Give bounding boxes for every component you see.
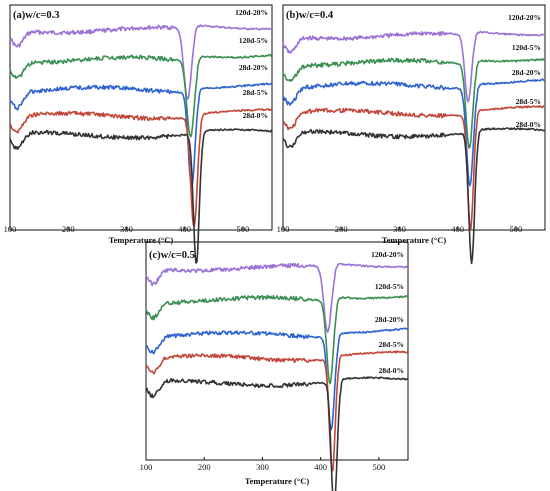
panel-0-series-label-28d-0%: 28d-0% — [243, 111, 268, 120]
panel-2-series-28d-5% — [145, 350, 409, 472]
panel-1-xtick-label-100: 100 — [277, 224, 290, 234]
panel-0-series-label-28d-20%: 28d-20% — [239, 63, 268, 72]
panel-1-series-label-120d-5%: 120d-5% — [512, 43, 541, 52]
panel-2-series-28d-20% — [145, 327, 408, 431]
panel-0-xtick-label-300: 300 — [120, 224, 133, 234]
panel-b-frame — [282, 4, 546, 231]
panel-b-xlabel: Temperature (°C) — [382, 235, 447, 245]
panel-c-ticks: 100 200 300 400 500 — [140, 457, 386, 472]
panel-2-series-120d-20% — [145, 262, 408, 333]
panel-a-curve-labels: 120d-20% 120d-5% 28d-20% 28d-5% 28d-0% — [235, 8, 268, 120]
panel-b: (b)w/c=0.4 Temperature (°C) 100 200 300 400… — [277, 4, 546, 265]
panel-0-series-28d-0% — [9, 128, 273, 264]
panel-c-xlabel: Temperature (°C) — [245, 476, 310, 486]
panel-0-xtick-label-400: 400 — [178, 224, 191, 234]
panel-2-series-label-28d-20%: 28d-20% — [375, 315, 404, 324]
panel-2-xtick-label-500: 500 — [373, 462, 386, 472]
panel-1-xtick-label-200: 200 — [335, 224, 348, 234]
panel-2-xtick-label-400: 400 — [314, 462, 327, 472]
panel-c-frame — [145, 241, 409, 461]
panel-2-series-label-120d-20%: 120d-20% — [371, 250, 404, 259]
panel-c-curves — [145, 262, 409, 491]
panel-2-series-28d-0% — [146, 376, 409, 491]
panel-0-xtick-label-200: 200 — [62, 224, 75, 234]
panel-c: (c)w/c=0.5 Temperature (°C) 100 200 300 400… — [140, 241, 409, 491]
panel-1-series-label-28d-0%: 28d-0% — [516, 120, 541, 129]
panel-0-series-label-120d-20%: 120d-20% — [235, 8, 268, 17]
panel-1-series-label-120d-20%: 120d-20% — [508, 13, 541, 22]
panel-0-xtick-label-500: 500 — [237, 224, 250, 234]
panel-0-series-label-28d-5%: 28d-5% — [243, 88, 268, 97]
panel-a-ticks: 100 200 300 400 500 — [4, 224, 250, 234]
panel-2-xtick-label-300: 300 — [256, 462, 269, 472]
panel-b-curves — [282, 30, 546, 265]
panel-a-curves — [9, 24, 273, 264]
panel-1-series-label-28d-5%: 28d-5% — [516, 97, 541, 106]
panel-2-series-120d-5% — [145, 294, 408, 385]
panel-1-series-120d-20% — [282, 30, 546, 103]
panel-1-series-28d-20% — [282, 78, 546, 187]
panel-1-xtick-label-500: 500 — [510, 224, 523, 234]
panel-c-curve-labels: 120d-20% 120d-5% 28d-20% 28d-5% 28d-0% — [371, 250, 404, 375]
panel-a-xlabel: Temperature (°C) — [109, 235, 174, 245]
panel-0-xtick-label-100: 100 — [4, 224, 17, 234]
panel-a: (a)w/c=0.3 Temperature (°C) 100 200 300 400… — [4, 4, 273, 264]
panel-2-xtick-label-100: 100 — [140, 462, 153, 472]
panel-1-series-28d-5% — [282, 105, 545, 231]
panel-2-series-label-28d-5%: 28d-5% — [379, 340, 404, 349]
panel-b-title: (b)w/c=0.4 — [286, 10, 334, 21]
panel-2-series-label-28d-0%: 28d-0% — [379, 366, 404, 375]
panel-b-curve-labels: 120d-20% 120d-5% 28d-20% 28d-5% 28d-0% — [508, 13, 541, 129]
panel-a-frame — [9, 4, 273, 231]
panel-2-series-label-120d-5%: 120d-5% — [375, 282, 404, 291]
panel-1-series-28d-0% — [282, 127, 545, 265]
panel-b-ticks: 100 200 300 400 500 — [277, 224, 523, 234]
panel-0-series-120d-5% — [9, 53, 273, 138]
panel-c-title: (c)w/c=0.5 — [149, 250, 195, 261]
panel-2-xtick-label-200: 200 — [198, 462, 211, 472]
panel-a-title: (a)w/c=0.3 — [13, 10, 60, 21]
panel-0-series-28d-20% — [9, 82, 273, 189]
panel-0-series-28d-5% — [9, 108, 273, 227]
panel-0-series-label-120d-5%: 120d-5% — [239, 36, 268, 45]
panel-1-xtick-label-400: 400 — [451, 224, 464, 234]
panel-1-series-120d-5% — [282, 57, 546, 149]
panel-0-series-120d-20% — [9, 24, 273, 100]
panel-1-xtick-label-300: 300 — [393, 224, 406, 234]
panel-1-series-label-28d-20%: 28d-20% — [512, 68, 541, 77]
